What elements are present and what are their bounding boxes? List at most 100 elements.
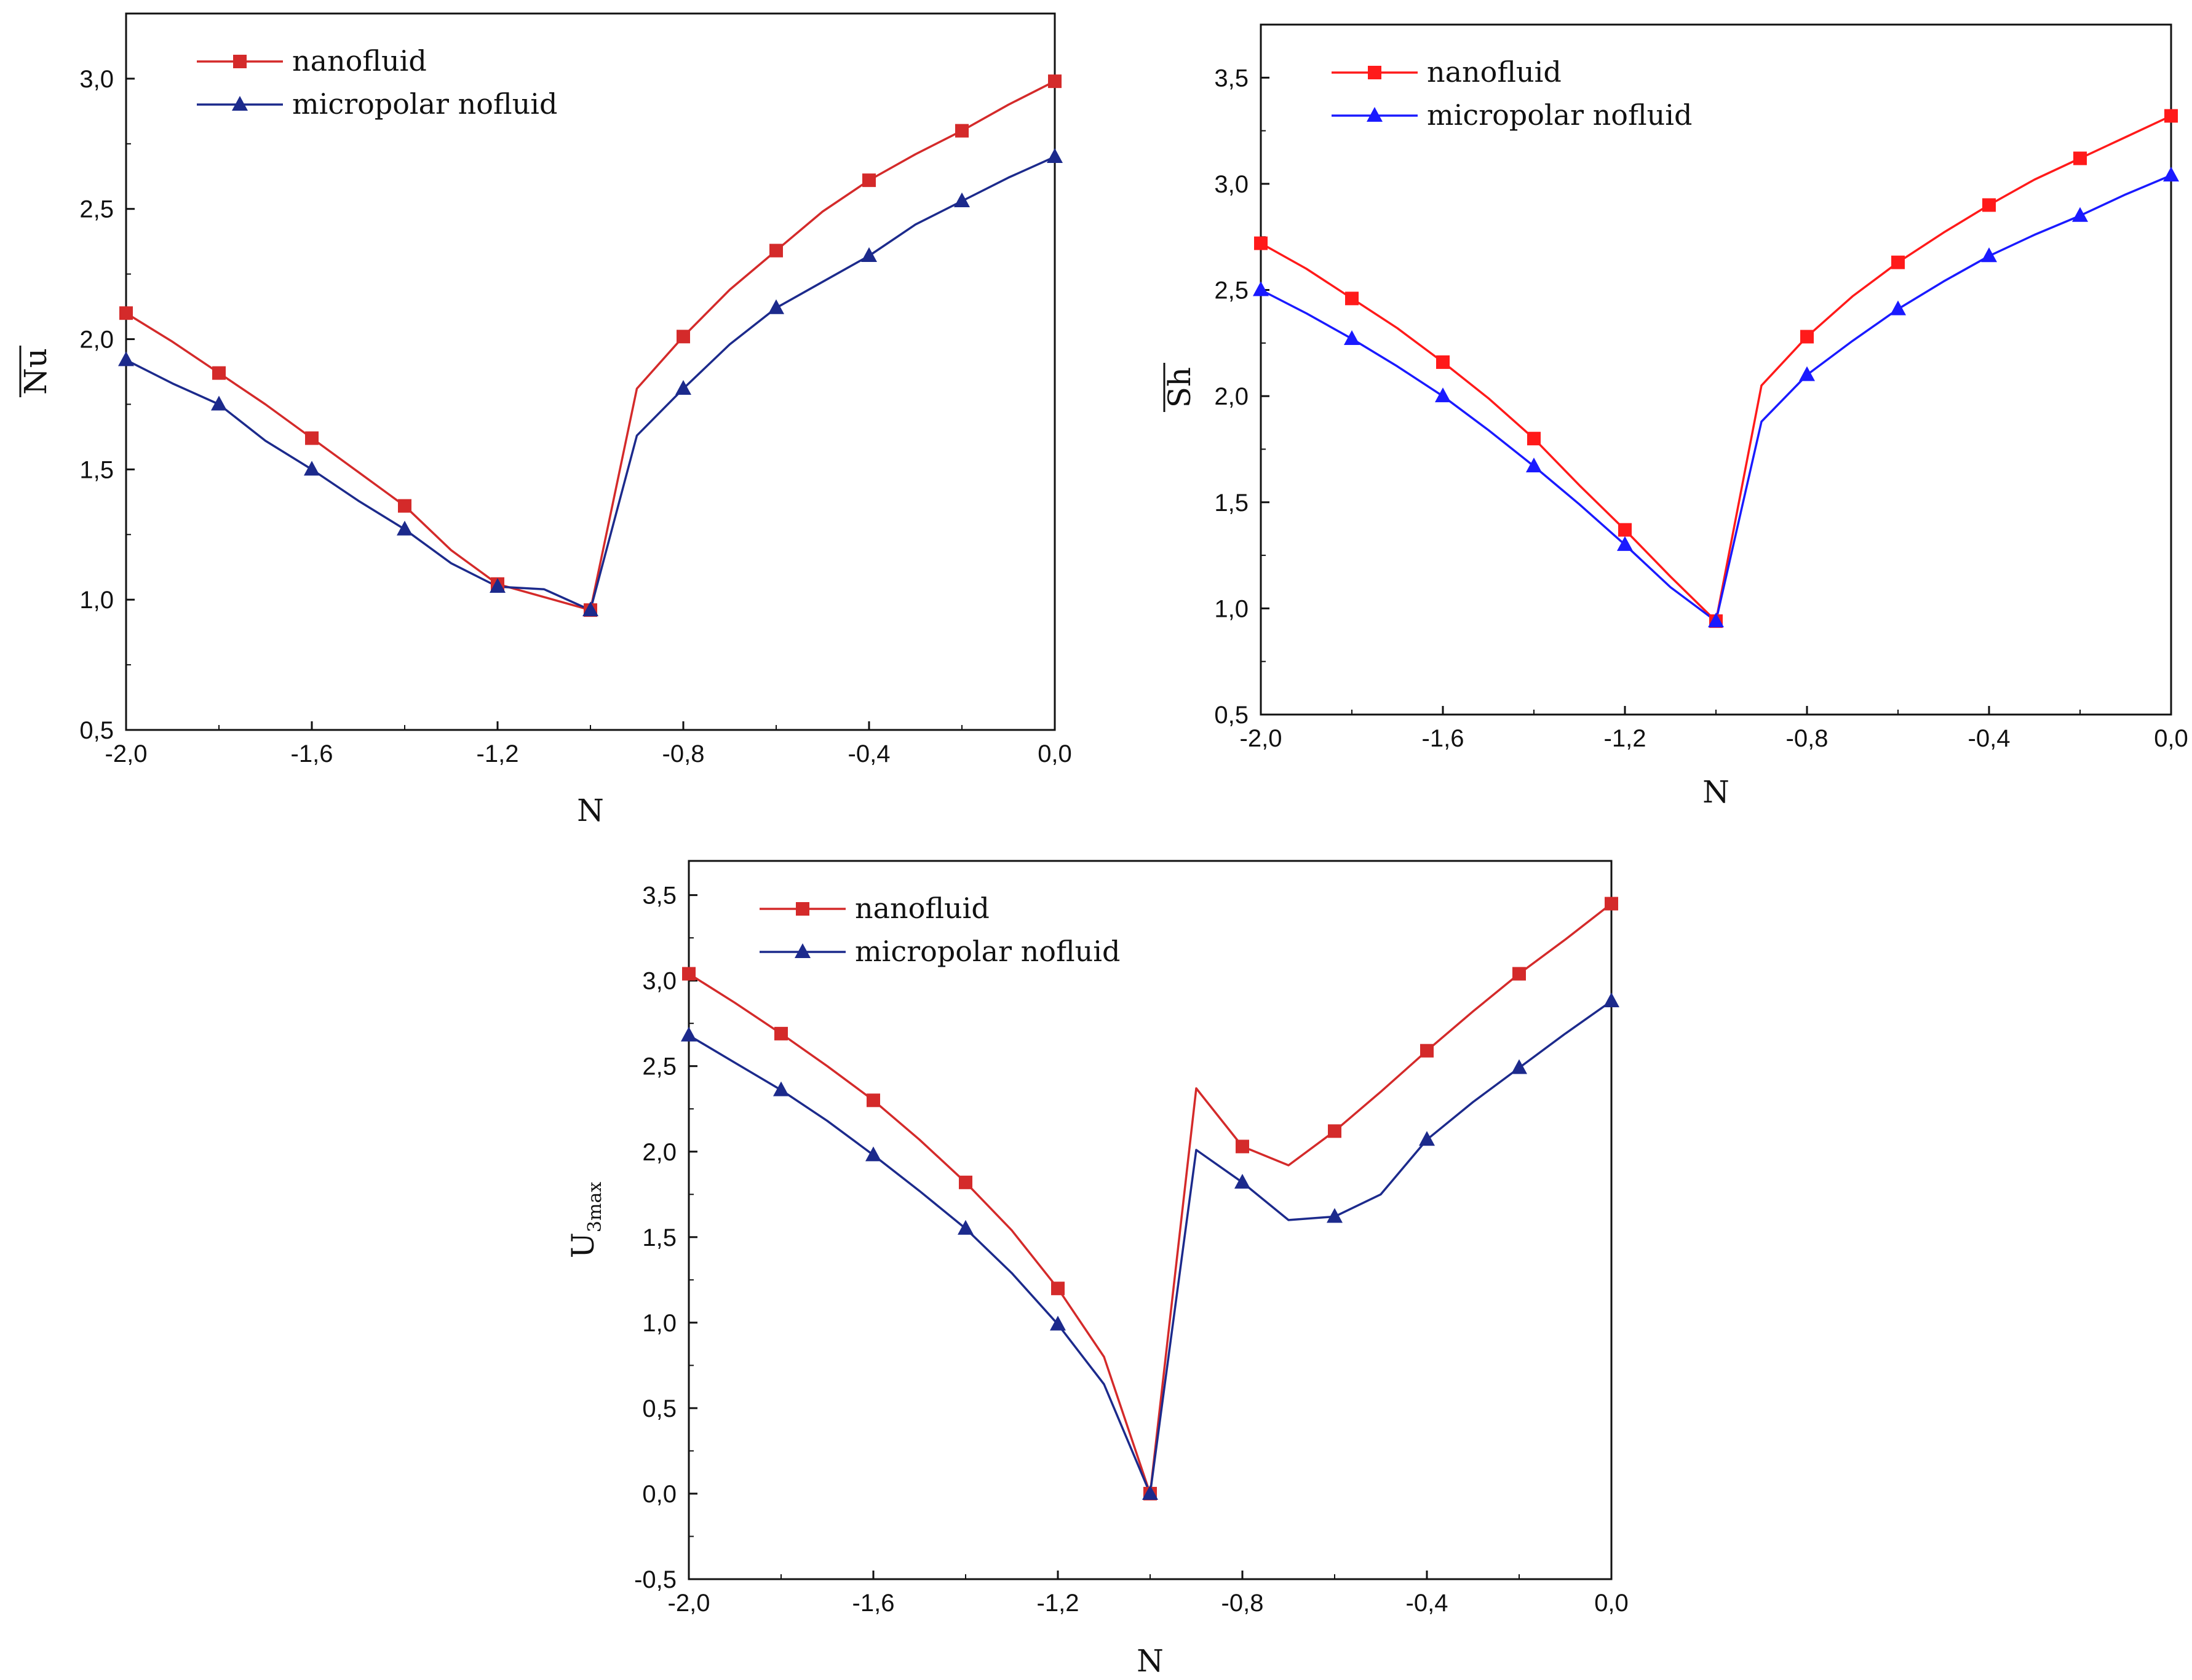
legend-marker-square: [1368, 66, 1381, 79]
legend-label: micropolar nofluid: [1427, 98, 1692, 132]
x-tick-label: 0,0: [1038, 740, 1072, 767]
data-point-triangle: [2163, 167, 2179, 182]
data-point-square: [682, 967, 696, 981]
x-axis-title: N: [1137, 1643, 1164, 1679]
y-tick-label: 0,5: [642, 1395, 677, 1422]
data-point-triangle: [1142, 1484, 1158, 1500]
y-axis-title-group: Nu: [18, 346, 54, 397]
data-point-triangle: [1419, 1131, 1435, 1146]
y-axis-title: Sh: [1162, 367, 1197, 408]
legend-label: nanofluid: [855, 892, 990, 925]
data-point-triangle: [1799, 366, 1815, 381]
data-point-square: [1254, 236, 1268, 250]
data-point-triangle: [1234, 1173, 1250, 1189]
y-tick-label: 3,5: [1214, 65, 1249, 92]
y-tick-label: 0,5: [1214, 702, 1249, 729]
x-tick-label: -1,2: [1604, 725, 1646, 752]
series-line-1: [1260, 174, 2172, 622]
axis-ticks: -2,0 -1,6 -1,2 -0,8 -0,4 0,0 0,5 1,0 1,5 2,0 2,5 3,…: [1214, 65, 2188, 752]
x-tick-label: -1,2: [1037, 1590, 1079, 1617]
series-lines: [125, 80, 1055, 611]
series-line-0: [1260, 114, 2172, 622]
series-lines: [688, 903, 1613, 1495]
x-tick-label: -1,6: [852, 1590, 895, 1617]
data-point-square: [305, 431, 319, 445]
legend-label: nanofluid: [1427, 55, 1562, 89]
data-point-triangle: [768, 299, 784, 314]
y-tick-label: 1,5: [1214, 489, 1249, 517]
data-point-triangle: [490, 578, 506, 593]
y-tick-label: 1,5: [642, 1224, 677, 1251]
y-tick-label: 2,0: [79, 327, 114, 354]
y-tick-label: 3,0: [1214, 171, 1249, 198]
x-tick-label: -0,8: [1221, 1590, 1264, 1617]
data-point-triangle: [397, 520, 413, 536]
data-point-triangle: [675, 380, 691, 395]
data-point-triangle: [1047, 148, 1063, 163]
data-point-triangle: [211, 395, 227, 411]
data-point-triangle: [1327, 1208, 1343, 1223]
legend-marker-triangle: [795, 943, 811, 958]
series-line-0: [688, 903, 1613, 1495]
chart-nu-panel: -2,0 -1,6 -1,2 -0,8 -0,4 0,0 0,5 1,0 1,5 2,0 2,5 3,…: [18, 12, 1072, 828]
data-point-triangle: [118, 351, 134, 367]
legend-label: micropolar nofluid: [292, 87, 557, 121]
legend: nanofluid micropolar nofluid: [1332, 55, 1692, 132]
data-point-square: [1328, 1124, 1341, 1138]
y-axis-title-subscript: 3max: [584, 1182, 606, 1232]
x-tick-label: 0,0: [2154, 725, 2188, 752]
data-point-square: [677, 330, 690, 344]
x-tick-label: -0,8: [662, 740, 705, 767]
legend: nanofluid micropolar nofluid: [197, 44, 557, 121]
y-tick-label: 2,5: [1214, 277, 1249, 304]
chart-sh-panel: -2,0 -1,6 -1,2 -0,8 -0,4 0,0 0,5 1,0 1,5 2,0 2,5 3,…: [1162, 23, 2188, 810]
y-tick-label: 3,5: [642, 882, 677, 909]
data-point-square: [212, 366, 226, 380]
series-markers: [1253, 109, 2179, 628]
plot-frame: [125, 12, 1056, 731]
data-point-triangle: [2072, 207, 2088, 222]
data-point-square: [1345, 291, 1359, 306]
legend-marker-square: [233, 55, 247, 68]
data-point-triangle: [954, 192, 970, 208]
x-tick-label: -1,6: [1422, 725, 1464, 752]
data-point-triangle: [1344, 330, 1360, 345]
data-point-triangle: [1603, 993, 1619, 1008]
x-tick-label: -2,0: [668, 1590, 710, 1617]
data-point-triangle: [773, 1081, 789, 1096]
x-tick-label: -0,4: [848, 740, 891, 767]
y-tick-label: -0,5: [634, 1566, 677, 1593]
data-point-square: [1512, 967, 1526, 981]
data-point-square: [862, 173, 876, 188]
series-line-1: [688, 1000, 1613, 1495]
data-point-triangle: [865, 1146, 881, 1162]
data-point-square: [1048, 74, 1062, 89]
plot-frame: [688, 860, 1613, 1580]
legend-label: micropolar nofluid: [855, 935, 1120, 968]
data-point-square: [1800, 330, 1814, 344]
series-markers: [681, 897, 1619, 1500]
y-tick-label: 1,0: [79, 587, 114, 614]
legend-marker-triangle: [232, 96, 248, 111]
x-tick-label: -1,2: [477, 740, 519, 767]
y-axis-title: Nu: [18, 348, 54, 395]
x-tick-label: -0,4: [1968, 725, 2011, 752]
series-line-1: [125, 156, 1055, 611]
legend: nanofluid micropolar nofluid: [760, 892, 1120, 968]
data-point-square: [1982, 198, 1996, 212]
data-point-triangle: [582, 601, 598, 617]
y-tick-label: 2,5: [642, 1053, 677, 1080]
x-tick-label: -0,4: [1406, 1590, 1448, 1617]
data-point-triangle: [1617, 536, 1633, 551]
y-tick-label: 2,0: [1214, 383, 1249, 410]
data-point-triangle: [1890, 300, 1906, 315]
y-tick-label: 2,5: [79, 196, 114, 223]
series-lines: [1260, 114, 2172, 622]
data-point-square: [1436, 355, 1450, 369]
data-point-triangle: [1526, 458, 1542, 473]
axis-ticks: -2,0 -1,6 -1,2 -0,8 -0,4 0,0 0,5 1,0 1,5 2,0 2,5 3,…: [79, 66, 1071, 767]
y-axis-title: U3max: [565, 1182, 606, 1259]
x-tick-label: 0,0: [1594, 1590, 1629, 1617]
data-point-triangle: [1435, 387, 1451, 403]
y-tick-label: 1,0: [642, 1310, 677, 1337]
